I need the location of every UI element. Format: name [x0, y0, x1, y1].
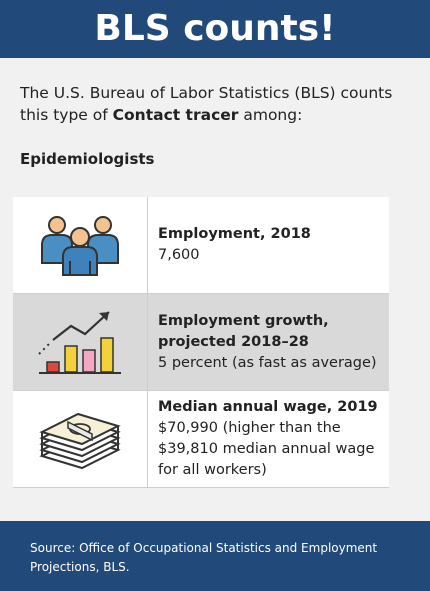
row-label: Median annual wage, 2019 — [158, 399, 378, 415]
stats-row-wage: Median annual wage, 2019 $70,990 (higher… — [13, 391, 389, 488]
text-cell: Employment, 2018 7,600 — [148, 197, 389, 293]
page-title: BLS counts! — [94, 8, 336, 49]
footer-banner: Source: Office of Occupational Statistic… — [0, 521, 430, 591]
row-label: Employment, 2018 — [158, 226, 311, 242]
stats-table: Employment, 2018 7,600 Employment growth… — [13, 197, 389, 488]
text-cell: Employment growth, projected 2018–28 5 p… — [148, 294, 389, 390]
row-label: Employment growth, projected 2018–28 — [158, 312, 329, 350]
intro-text-before: The U.S. Bureau of Labor Statistics (BLS… — [20, 84, 393, 124]
intro-emphasis: Contact tracer — [112, 106, 239, 124]
icon-cell — [13, 391, 148, 487]
row-value: $70,990 (higher than the $39,810 median … — [158, 420, 375, 478]
row-value: 7,600 — [158, 247, 200, 263]
money-stack-icon — [39, 412, 121, 470]
header-banner: BLS counts! — [0, 0, 430, 58]
icon-cell — [13, 294, 148, 390]
text-cell: Median annual wage, 2019 $70,990 (higher… — [148, 391, 389, 487]
people-icon — [41, 216, 119, 276]
occupation-name: Epidemiologists — [20, 150, 155, 168]
source-note: Source: Office of Occupational Statistic… — [30, 541, 378, 574]
row-value: 5 percent (as fast as average) — [158, 354, 377, 371]
stats-row-growth: Employment growth, projected 2018–28 5 p… — [13, 294, 389, 391]
intro-text: The U.S. Bureau of Labor Statistics (BLS… — [20, 82, 415, 126]
stats-row-employment: Employment, 2018 7,600 — [13, 197, 389, 294]
growth-chart-icon — [38, 311, 121, 374]
intro-text-after: among: — [238, 106, 303, 124]
icon-cell — [13, 197, 148, 293]
